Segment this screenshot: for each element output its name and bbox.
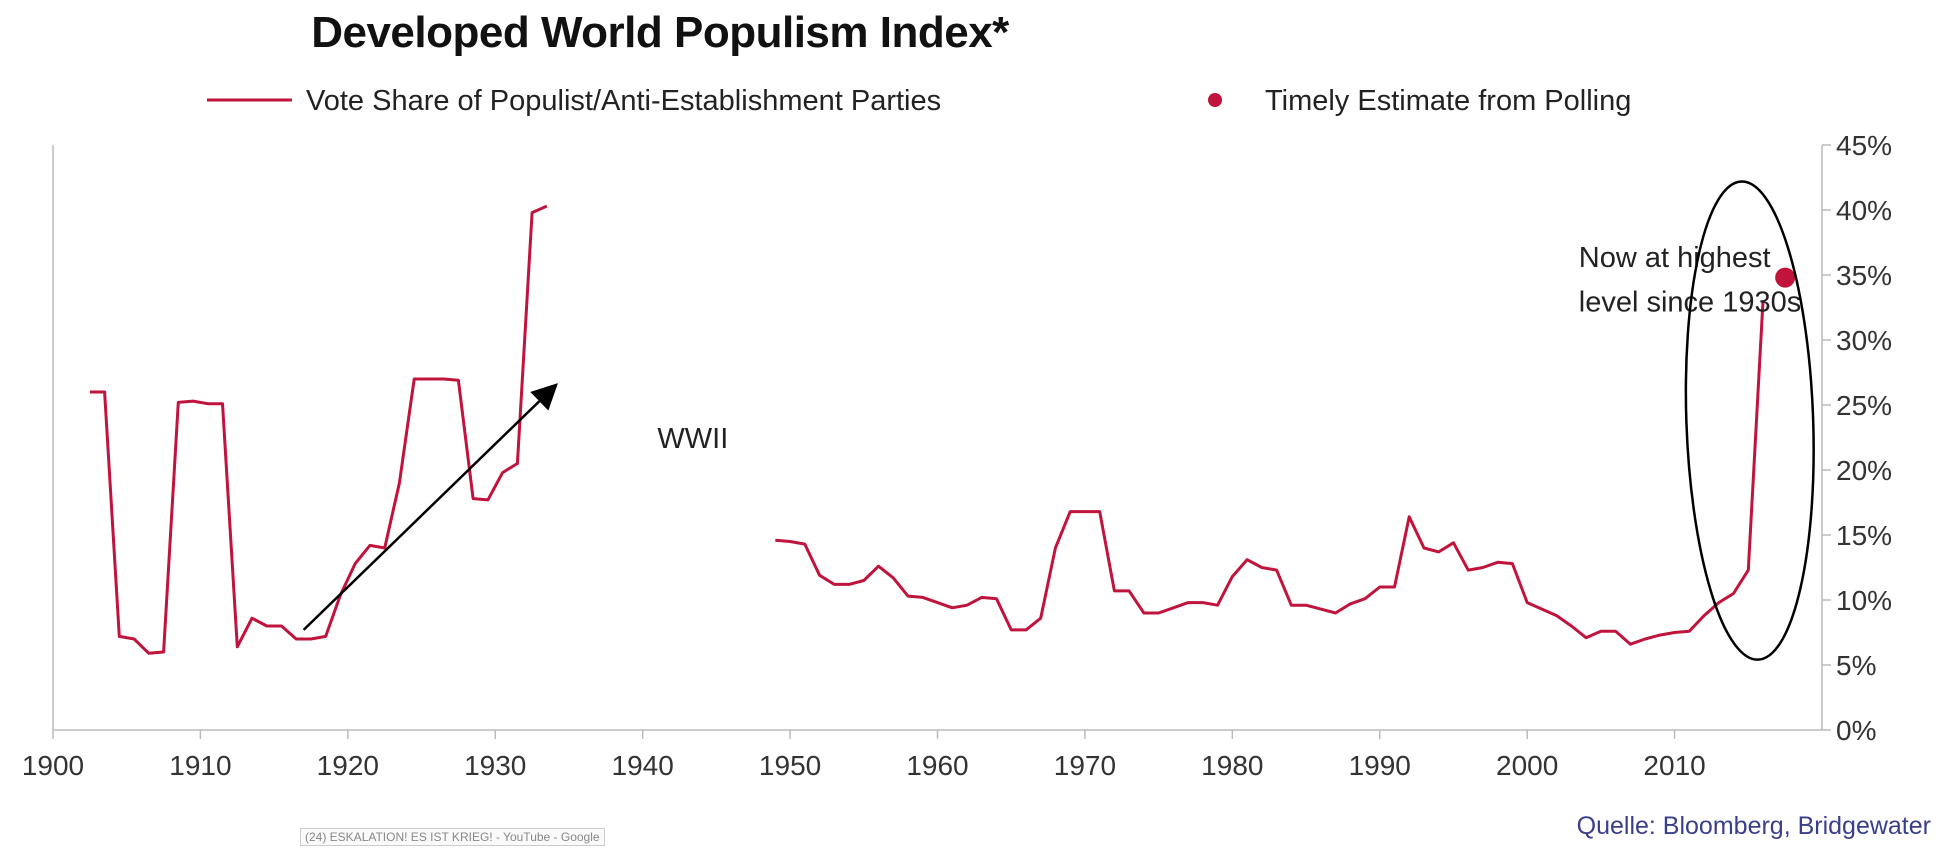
- x-tick-label: 1940: [612, 750, 674, 781]
- annotation-text: WWII: [657, 423, 728, 455]
- browser-tab-overlay[interactable]: (24) ESKALATION! ES IST KRIEG! - YouTube…: [300, 828, 605, 846]
- x-tick-label: 1970: [1054, 750, 1116, 781]
- x-tick-label: 1920: [317, 750, 379, 781]
- y-tick-label: 5%: [1836, 650, 1876, 681]
- x-tick-label: 1990: [1349, 750, 1411, 781]
- y-tick-label: 10%: [1836, 585, 1892, 616]
- series-line-segment-2: [775, 300, 1765, 646]
- y-tick-label: 45%: [1836, 130, 1892, 161]
- x-tick-label: 1900: [22, 750, 84, 781]
- y-tick-label: 20%: [1836, 455, 1892, 486]
- y-tick-label: 25%: [1836, 390, 1892, 421]
- legend-dot-swatch: [1208, 93, 1222, 107]
- y-tick-label: 0%: [1836, 715, 1876, 746]
- x-tick-label: 2000: [1496, 750, 1558, 781]
- highlight-ellipse: [1684, 180, 1815, 661]
- x-tick-label: 2010: [1643, 750, 1705, 781]
- x-tick-label: 1950: [759, 750, 821, 781]
- y-tick-label: 40%: [1836, 195, 1892, 226]
- source-credit: Quelle: Bloomberg, Bridgewater: [1576, 812, 1931, 840]
- chart-title: Developed World Populism Index*: [311, 8, 1009, 57]
- legend-label-polling: Timely Estimate from Polling: [1265, 85, 1631, 117]
- x-tick-label: 1980: [1201, 750, 1263, 781]
- x-tick-label: 1960: [906, 750, 968, 781]
- x-tick-label: 1930: [464, 750, 526, 781]
- legend-label-vote-share: Vote Share of Populist/Anti-Establishmen…: [306, 85, 941, 117]
- y-tick-label: 15%: [1836, 520, 1892, 551]
- trend-arrow: [302, 383, 558, 631]
- x-tick-label: 1910: [169, 750, 231, 781]
- annotation-text: Now at highest: [1579, 242, 1771, 274]
- y-tick-label: 35%: [1836, 260, 1892, 291]
- polling-estimate-point: [1775, 267, 1796, 288]
- y-tick-label: 30%: [1836, 325, 1892, 356]
- series-line-segment-1: [89, 204, 548, 655]
